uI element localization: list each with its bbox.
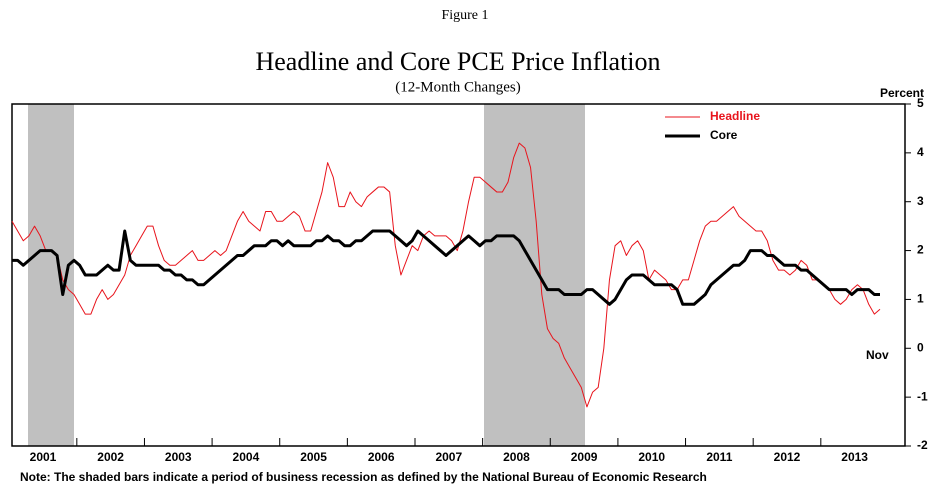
legend-label: Headline	[710, 109, 760, 123]
legend-label: Core	[710, 128, 738, 142]
y-tick-label: 0	[917, 340, 924, 354]
x-tick-label: 2004	[233, 450, 260, 464]
y-tick-label: -1	[917, 389, 928, 403]
x-tick-label: 2005	[300, 450, 327, 464]
y-tick-label: 4	[917, 145, 924, 159]
recession-shade	[484, 104, 585, 446]
x-tick-label: 2011	[706, 450, 732, 464]
line-1	[12, 229, 880, 306]
y-tick-label: 3	[917, 194, 924, 208]
figure-label: Figure 1	[441, 8, 488, 23]
chart-subtitle: (12-Month Changes)	[395, 79, 520, 95]
y-tick-label: 2	[917, 243, 924, 257]
y-tick-label: 5	[917, 96, 924, 110]
plot-frame	[11, 103, 906, 447]
x-tick-label: 2009	[571, 450, 598, 464]
chart-title: Headline and Core PCE Price Inflation	[255, 47, 660, 76]
y-tick-label: -2	[917, 438, 928, 452]
y-tick-label: 1	[917, 292, 924, 306]
note: Note: The shaded bars indicate a period …	[20, 470, 707, 484]
x-tick-label: 2010	[638, 450, 665, 464]
x-tick-label: 2003	[165, 450, 192, 464]
x-tick-label: 2008	[503, 450, 530, 464]
x-tick-label: 2002	[97, 450, 124, 464]
y-axis-label: Percent	[880, 86, 924, 100]
x-tick-label: 2012	[774, 450, 801, 464]
annotation: Nov	[866, 348, 889, 362]
line-0	[11, 142, 881, 408]
x-tick-label: 2001	[30, 450, 57, 464]
x-tick-label: 2006	[368, 450, 395, 464]
x-tick-label: 2013	[841, 450, 868, 464]
x-tick-label: 2007	[435, 450, 462, 464]
